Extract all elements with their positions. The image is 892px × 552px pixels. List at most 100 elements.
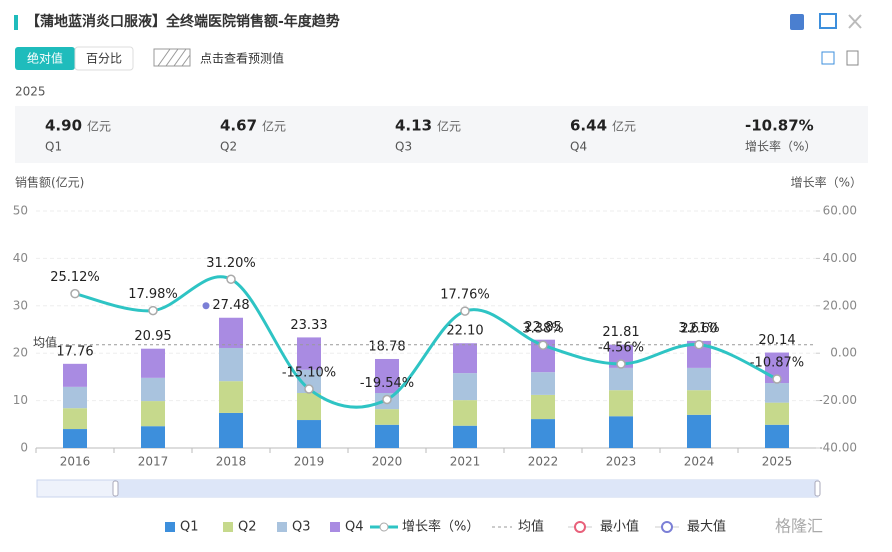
- watermark: 格隆汇: [775, 517, 823, 536]
- year: 2025: [15, 85, 46, 99]
- card-unit: 亿元: [437, 119, 461, 134]
- excel-icon[interactable]: [790, 14, 804, 30]
- bar-segment: [609, 367, 633, 391]
- x-tick-label: 2021: [450, 455, 481, 469]
- growth-point: [382, 394, 392, 405]
- bar-segment: [219, 347, 243, 382]
- y2-axis-title: 增长率（%）: [791, 175, 862, 190]
- y2-tick-label: 20.00: [823, 298, 857, 312]
- bar-segment: [531, 394, 555, 420]
- legend-label[interactable]: Q1: [180, 520, 199, 535]
- bar-segment: [609, 390, 633, 417]
- x-tick-label: 2016: [60, 455, 91, 469]
- bar-segment: [453, 400, 477, 426]
- forecast-label[interactable]: 点击查看预测值: [200, 51, 284, 66]
- legend-swatch: [379, 522, 389, 532]
- y-tick-label: 40: [13, 251, 28, 265]
- card-value: 4.13: [395, 117, 432, 135]
- x-tick-label: 2025: [762, 455, 793, 469]
- card-value: -10.87%: [745, 117, 814, 135]
- bar-segment: [297, 393, 321, 421]
- y-tick-label: 20: [13, 346, 28, 360]
- card-label: 增长率（%）: [745, 139, 816, 154]
- legend-label[interactable]: Q2: [238, 520, 257, 535]
- growth-point: [772, 374, 782, 384]
- card-value: 6.44: [570, 117, 607, 135]
- bar-segment: [219, 317, 243, 348]
- x-tick-label: 2022: [528, 455, 559, 469]
- bar-segment: [141, 401, 165, 427]
- legend-label[interactable]: 最小值: [600, 519, 639, 535]
- legend-swatch: [661, 521, 673, 533]
- bar-segment: [375, 424, 399, 448]
- total-label: 22.10: [446, 324, 483, 339]
- bar-segment: [141, 426, 165, 448]
- legend-label[interactable]: Q3: [292, 520, 311, 535]
- growth-label: -15.10%: [282, 365, 336, 380]
- total-label: 22.60: [680, 321, 717, 336]
- legend-label[interactable]: 增长率（%）: [402, 519, 479, 535]
- legend-label[interactable]: Q4: [345, 520, 364, 535]
- y2-tick-label: 60.00: [823, 204, 857, 218]
- growth-point: [616, 359, 626, 369]
- bar-segment: [141, 377, 165, 402]
- x-tick-label: 2023: [606, 455, 637, 469]
- growth-point: [694, 339, 704, 350]
- card-value: 4.67: [220, 117, 257, 135]
- y-axis-title: 销售额(亿元): [15, 175, 84, 190]
- growth-label: 3.61%: [678, 321, 719, 336]
- btn-percent[interactable]: [74, 46, 134, 71]
- slider-handle[interactable]: [814, 480, 821, 497]
- total-label: 22.85: [524, 320, 561, 335]
- legend-label[interactable]: 均值: [518, 519, 544, 535]
- average-label: 均值: [33, 334, 57, 349]
- bar-segment: [63, 429, 87, 448]
- growth-label: -10.87%: [750, 355, 804, 370]
- total-label: 21.81: [602, 325, 639, 340]
- bar-segment: [297, 420, 321, 448]
- x-tick-label: 2020: [372, 455, 403, 469]
- bar-segment: [63, 386, 87, 409]
- growth-point: [538, 340, 548, 350]
- growth-point: [304, 384, 314, 394]
- card-unit: 亿元: [612, 119, 636, 134]
- bar-segment: [141, 348, 165, 378]
- x-tick-label: 2017: [138, 455, 169, 469]
- bar-segment: [609, 416, 633, 448]
- card-label: Q3: [395, 140, 412, 154]
- btn-absolute[interactable]: [15, 47, 75, 70]
- bar-segment: [609, 344, 633, 368]
- growth-point: [460, 306, 470, 316]
- growth-label: 17.98%: [128, 287, 178, 302]
- bar-segment: [687, 414, 711, 448]
- bar-segment: [297, 369, 321, 394]
- slider-range: [116, 480, 818, 497]
- x-tick-label: 2024: [684, 455, 715, 469]
- bar-segment: [375, 358, 399, 394]
- y2-tick-label: 40.00: [823, 251, 857, 265]
- legend-swatch: [574, 521, 586, 533]
- bar-segment: [687, 367, 711, 391]
- image-icon[interactable]: [819, 13, 837, 29]
- growth-label: 31.20%: [206, 256, 256, 271]
- growth-point: [148, 305, 158, 316]
- chart-icon[interactable]: [821, 51, 835, 65]
- btn-label: 绝对值: [27, 51, 63, 66]
- table-icon[interactable]: [846, 50, 859, 66]
- bar-segment: [297, 337, 321, 370]
- total-label: 20.95: [134, 329, 171, 344]
- y2-tick-label: -40.00: [818, 441, 857, 455]
- growth-label: 3.38%: [522, 322, 563, 337]
- legend-swatch: [165, 522, 175, 532]
- y2-tick-label: -20.00: [818, 393, 857, 407]
- legend-swatch: [277, 522, 287, 532]
- legend-label[interactable]: 最大值: [687, 519, 726, 535]
- total-label: 23.33: [290, 318, 327, 333]
- title-bar: [14, 15, 18, 30]
- slider-handle[interactable]: [112, 480, 119, 497]
- bar-segment: [453, 373, 477, 401]
- bar-segment: [219, 381, 243, 413]
- card-unit: 亿元: [87, 119, 111, 134]
- close-icon[interactable]: [848, 14, 862, 29]
